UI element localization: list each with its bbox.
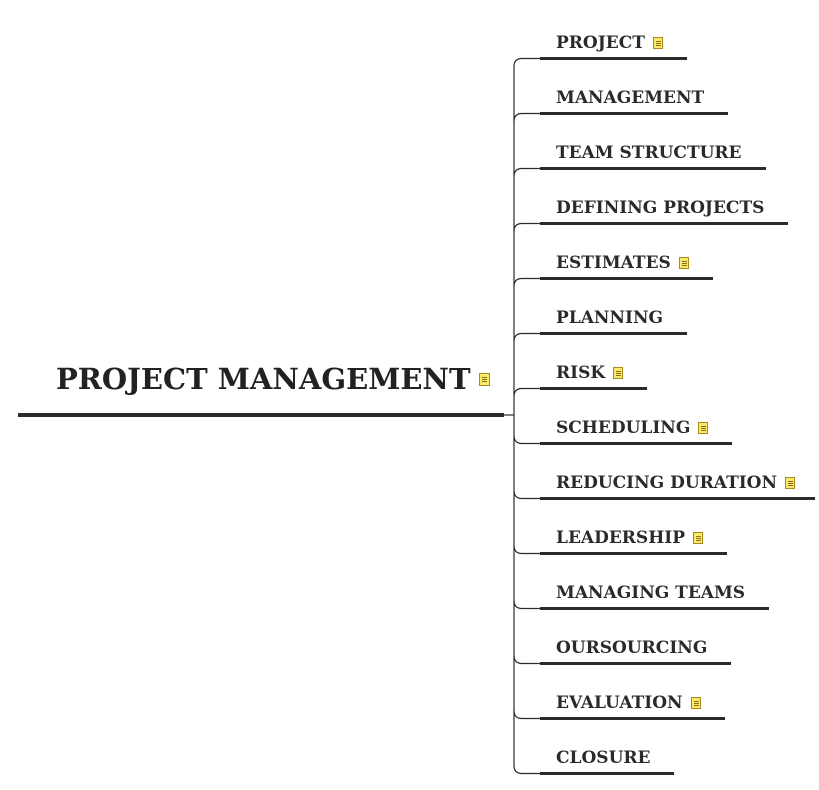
branch-topic-label: LEADERSHIP <box>556 528 686 548</box>
branch-topic-underline <box>540 332 687 335</box>
branch-topic-underline <box>540 277 713 280</box>
branch-connector <box>513 710 540 720</box>
branch-connector <box>513 655 540 665</box>
branch-topic-label: SCHEDULING <box>556 418 691 438</box>
branch-topic-label-row: LEADERSHIP <box>556 526 704 550</box>
branch-topic-label: ESTIMATES <box>556 253 671 273</box>
branch-topic-label-row: MANAGING TEAMS <box>556 581 745 605</box>
note-icon[interactable] <box>478 372 490 386</box>
branch-topic[interactable]: SCHEDULING <box>540 416 732 446</box>
branch-connector <box>513 600 540 610</box>
branch-topic[interactable]: CLOSURE <box>540 746 674 776</box>
branch-topic-underline <box>540 497 815 500</box>
branch-connector <box>513 277 540 287</box>
branch-topic[interactable]: MANAGEMENT <box>540 86 728 116</box>
branch-topic-label-row: PROJECT <box>556 31 663 55</box>
branch-topic-label: REDUCING DURATION <box>556 473 778 493</box>
branch-topic-label: EVALUATION <box>556 693 683 713</box>
branch-topic[interactable]: TEAM STRUCTURE <box>540 141 766 171</box>
branch-topic-label-row: ESTIMATES <box>556 251 689 275</box>
note-icon[interactable] <box>690 697 701 709</box>
branch-connector <box>513 490 540 500</box>
note-icon[interactable] <box>613 367 624 379</box>
note-icon[interactable] <box>698 422 709 434</box>
branch-topic-underline <box>540 717 725 720</box>
branch-topic[interactable]: PLANNING <box>540 306 687 336</box>
branch-topic-underline <box>540 772 674 775</box>
branch-topic-underline <box>540 222 788 225</box>
branch-connector <box>513 167 540 177</box>
branch-topic[interactable]: LEADERSHIP <box>540 526 727 556</box>
root-topic[interactable]: PROJECT MANAGEMENT <box>18 360 504 418</box>
branch-topic-underline <box>540 167 766 170</box>
branch-topic-underline <box>540 442 732 445</box>
branch-topic[interactable]: OURSOURCING <box>540 636 731 666</box>
note-icon[interactable] <box>652 37 663 49</box>
branch-connector <box>513 765 540 775</box>
branch-connector <box>513 112 540 122</box>
branch-topic[interactable]: EVALUATION <box>540 691 725 721</box>
branch-topic-underline <box>540 662 731 665</box>
root-topic-label-row: PROJECT MANAGEMENT <box>56 360 490 398</box>
branch-topic-label-row: TEAM STRUCTURE <box>556 141 742 165</box>
branch-topic-label: MANAGING TEAMS <box>556 583 746 603</box>
branch-topic-label: MANAGEMENT <box>556 88 705 108</box>
note-icon[interactable] <box>693 532 704 544</box>
branch-connector <box>513 545 540 555</box>
branch-topic-label: TEAM STRUCTURE <box>556 143 742 163</box>
branch-topic-label-row: CLOSURE <box>556 746 650 770</box>
branch-topic-label: PLANNING <box>556 308 664 328</box>
branch-topic[interactable]: REDUCING DURATION <box>540 471 815 501</box>
branch-topic-underline <box>540 112 728 115</box>
branch-connector <box>513 222 540 232</box>
branch-connector <box>513 387 540 397</box>
branch-topic-label-row: MANAGEMENT <box>556 86 704 110</box>
branch-topic-label: OURSOURCING <box>556 638 708 658</box>
branch-topic[interactable]: DEFINING PROJECTS <box>540 196 788 226</box>
branch-topic-label-row: DEFINING PROJECTS <box>556 196 764 220</box>
branch-topic-underline <box>540 57 687 60</box>
branch-connector <box>513 332 540 342</box>
branch-topic-underline <box>540 387 647 390</box>
branch-topic-underline <box>540 552 727 555</box>
branch-topic-label-row: EVALUATION <box>556 691 701 715</box>
branch-topic-label: RISK <box>556 363 606 383</box>
branch-topic-label: PROJECT <box>556 33 645 53</box>
note-icon[interactable] <box>785 477 796 489</box>
note-icon[interactable] <box>678 257 689 269</box>
root-topic-label: PROJECT MANAGEMENT <box>56 362 471 396</box>
branch-topic[interactable]: RISK <box>540 361 647 391</box>
branch-topic-underline <box>540 607 769 610</box>
branch-topic-label-row: RISK <box>556 361 624 385</box>
branch-connector <box>513 57 540 67</box>
branch-topic[interactable]: PROJECT <box>540 31 687 61</box>
branch-topic-label: DEFINING PROJECTS <box>556 198 765 218</box>
branch-topic-label-row: SCHEDULING <box>556 416 709 440</box>
branch-topic[interactable]: ESTIMATES <box>540 251 713 281</box>
root-topic-underline <box>18 413 504 417</box>
branch-topic-label-row: REDUCING DURATION <box>556 471 796 495</box>
branch-topic-label-row: PLANNING <box>556 306 663 330</box>
branch-topic[interactable]: MANAGING TEAMS <box>540 581 769 611</box>
branch-topic-label-row: OURSOURCING <box>556 636 707 660</box>
branch-topic-label: CLOSURE <box>556 748 651 768</box>
branch-connector <box>513 435 540 445</box>
